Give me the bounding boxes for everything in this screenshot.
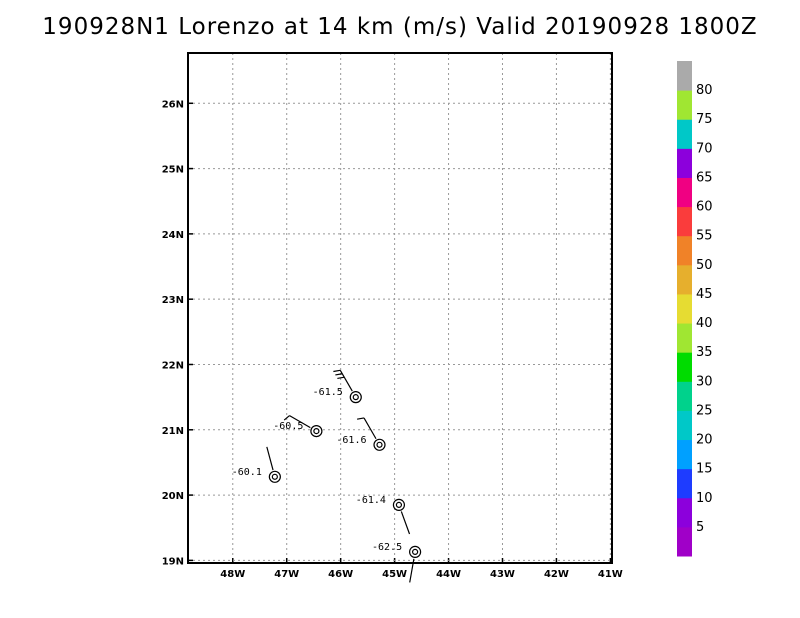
colorbar-tick-label: 65 [696,170,713,185]
storm-center-outer [310,424,323,438]
wind-barb-shaft [409,558,415,583]
colorbar-segment [677,352,692,382]
storm-center-outer [349,391,362,404]
storm-point: -60.1 [232,446,281,483]
storm-center-inner [412,548,419,555]
storm-point: -60.5 [273,415,323,438]
x-tick-label: 43W [490,569,515,580]
point-label: -61.6 [336,435,366,446]
colorbar-tick-label: 5 [696,520,704,535]
colorbar-tick-label: 35 [696,345,713,360]
y-tick-label: 24N [162,230,184,241]
y-tick-label: 20N [162,491,184,502]
colorbar-segment [677,293,692,324]
chart-title: 190928N1 Lorenzo at 14 km (m/s) Valid 20… [42,14,758,40]
plot-frame [187,52,613,564]
y-tick-label: 26N [162,99,184,110]
colorbar-tick-label: 70 [696,141,713,156]
colorbar-segment [677,235,692,266]
wind-barb-shaft [363,417,377,440]
y-tick-label: 21N [162,426,184,437]
colorbar-tick-label: 80 [696,83,713,98]
y-tick-label: 22N [162,360,184,371]
storm-center-inner [313,427,320,435]
storm-center-outer [392,498,406,511]
colorbar-segment [677,497,692,528]
wind-barb-shaft [289,415,311,429]
colorbar-tick-label: 25 [696,403,713,418]
y-tick-label: 19N [162,556,184,567]
point-label: -61.5 [313,387,343,398]
wind-barb-flag [337,376,345,380]
storm-center-inner [376,441,383,448]
point-label: -60.1 [232,467,262,478]
storm-point: -62.5 [372,542,422,583]
colorbar-tick-label: 30 [696,374,713,389]
storm-point: -61.6 [336,417,386,451]
wind-barb-flag [333,369,341,373]
colorbar-segment [677,410,692,441]
colorbar-segment [677,526,692,557]
x-tick-label: 46W [328,569,353,580]
storm-point: -61.5 [313,369,362,404]
point-label: -62.5 [372,542,402,553]
storm-center-inner [395,501,403,508]
point-label: -60.5 [273,421,303,432]
colorbar-segment [677,468,692,499]
wind-barb-shaft [266,446,274,471]
colorbar-tick-label: 45 [696,287,713,302]
colorbar-segment [677,381,692,411]
colorbar-tick-label: 50 [696,258,713,273]
x-tick-label: 47W [274,569,299,580]
storm-center-outer [373,438,386,451]
storm-center-outer [268,470,281,483]
wind-barb-flag [357,417,365,420]
point-label: -61.4 [356,495,386,506]
colorbar-segment [677,119,692,149]
wind-barb-flag [335,373,343,376]
x-tick-label: 48W [220,569,245,580]
y-tick-label: 23N [162,295,184,306]
x-tick-label: 41W [598,569,623,580]
storm-center-inner [352,394,359,401]
colorbar-tick-label: 75 [696,112,713,127]
colorbar-segment [677,264,692,295]
storm-point: -61.4 [356,495,411,535]
colorbar-tick-label: 60 [696,200,713,215]
x-tick-label: 42W [544,569,569,580]
colorbar-tick-label: 15 [696,462,713,477]
colorbar-segment [677,90,692,120]
storm-center-outer [409,545,422,558]
x-tick-label: 44W [436,569,461,580]
colorbar-segment [677,206,692,237]
storm-center-inner [271,473,278,480]
colorbar-tick-label: 20 [696,433,713,448]
wind-barb-flag [283,415,290,421]
colorbar-segment [677,148,692,178]
colorbar-tick-label: 55 [696,229,713,244]
x-tick-label: 45W [382,569,407,580]
y-tick-label: 25N [162,165,184,176]
colorbar-segment [677,61,692,91]
colorbar-tick-label: 10 [696,491,713,506]
colorbar-tick-label: 40 [696,316,713,331]
colorbar-segment [677,323,692,353]
colorbar-segment [677,439,692,470]
wind-barb-shaft [400,511,411,535]
colorbar-segment [677,177,692,208]
